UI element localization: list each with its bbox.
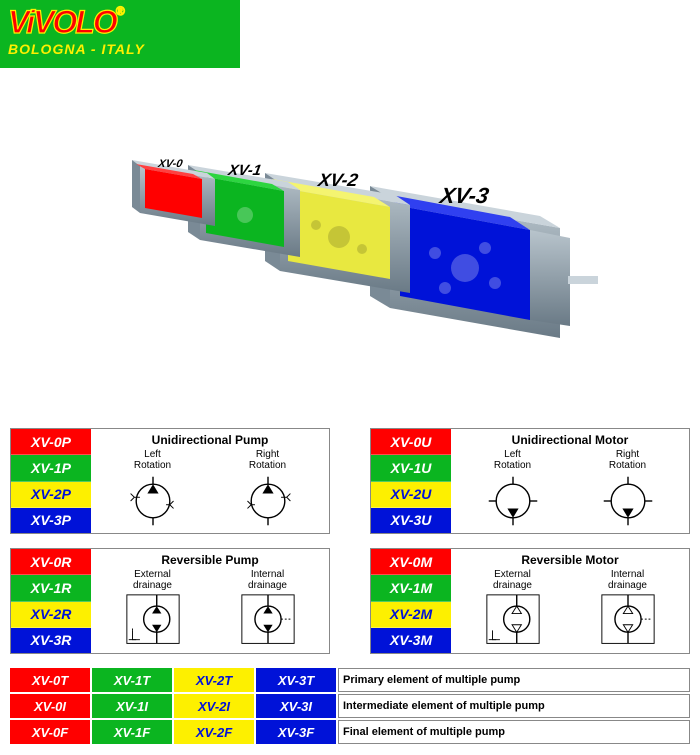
code-cell: XV-2F: [174, 720, 254, 744]
code-cell: XV-1I: [92, 694, 172, 718]
row-description: Primary element of multiple pump: [338, 668, 690, 692]
logo-subtitle: BOLOGNA - ITALY: [8, 41, 232, 57]
block-title: Unidirectional Pump: [95, 433, 325, 447]
code-cell: XV-1F: [92, 720, 172, 744]
code-cell: XV-0M: [371, 549, 451, 575]
block-subtitle: Internaldrainage: [248, 569, 287, 591]
code-cell: XV-2M: [371, 602, 451, 628]
block-subtitle: LeftRotation: [134, 449, 171, 471]
svg-text:XV-2: XV-2: [316, 170, 360, 190]
code-cell: XV-0I: [10, 694, 90, 718]
logo: ViVOLO® BOLOGNA - ITALY: [0, 0, 240, 68]
block-title: Unidirectional Motor: [455, 433, 685, 447]
code-cell: XV-3F: [256, 720, 336, 744]
svg-text:XV-3: XV-3: [436, 183, 491, 208]
category-block: XV-0PXV-1PXV-2PXV-3P Unidirectional Pump L…: [10, 428, 330, 534]
hydraulic-symbol-icon: [123, 473, 183, 529]
hydraulic-symbol-icon: [238, 593, 298, 649]
code-cell: XV-3T: [256, 668, 336, 692]
code-cell: XV-1U: [371, 455, 451, 481]
category-block: XV-0RXV-1RXV-2RXV-3R Reversible Pump Exter…: [10, 548, 330, 654]
code-cell: XV-2P: [11, 482, 91, 508]
hydraulic-symbol-icon: [483, 473, 543, 529]
block-subtitle: RightRotation: [249, 449, 286, 471]
hydraulic-symbol-icon: [123, 593, 183, 649]
code-cell: XV-0U: [371, 429, 451, 455]
code-cell: XV-2I: [174, 694, 254, 718]
code-cell: XV-0F: [10, 720, 90, 744]
svg-text:XV-1: XV-1: [226, 162, 263, 179]
multiple-pump-table: XV-0TXV-1TXV-2TXV-3TPrimary element of m…: [0, 668, 700, 744]
code-cell: XV-1P: [11, 455, 91, 481]
code-cell: XV-0P: [11, 429, 91, 455]
code-cell: XV-1R: [11, 575, 91, 601]
hero-render: XV-3 XV-2 XV-1: [0, 68, 700, 428]
block-subtitle: Internaldrainage: [608, 569, 647, 591]
block-title: Reversible Pump: [95, 553, 325, 567]
block-title: Reversible Motor: [455, 553, 685, 567]
category-block: XV-0UXV-1UXV-2UXV-3U Unidirectional Motor…: [370, 428, 690, 534]
block-subtitle: RightRotation: [609, 449, 646, 471]
logo-text: ViVOLO®: [8, 4, 232, 41]
svg-text:XV-0: XV-0: [156, 158, 184, 170]
row-description: Intermediate element of multiple pump: [338, 694, 690, 718]
code-cell: XV-1T: [92, 668, 172, 692]
code-cell: XV-2T: [174, 668, 254, 692]
code-cell: XV-3R: [11, 628, 91, 653]
code-cell: XV-0R: [11, 549, 91, 575]
hydraulic-symbol-icon: [238, 473, 298, 529]
code-cell: XV-3M: [371, 628, 451, 653]
hydraulic-symbol-icon: [598, 473, 658, 529]
block-subtitle: Externaldrainage: [493, 569, 532, 591]
code-cell: XV-1M: [371, 575, 451, 601]
code-cell: XV-3I: [256, 694, 336, 718]
code-cell: XV-2R: [11, 602, 91, 628]
hydraulic-symbol-icon: [483, 593, 543, 649]
block-subtitle: LeftRotation: [494, 449, 531, 471]
code-cell: XV-0T: [10, 668, 90, 692]
row-description: Final element of multiple pump: [338, 720, 690, 744]
block-subtitle: Externaldrainage: [133, 569, 172, 591]
category-block: XV-0MXV-1MXV-2MXV-3M Reversible Motor Exte…: [370, 548, 690, 654]
code-cell: XV-3P: [11, 508, 91, 533]
code-cell: XV-2U: [371, 482, 451, 508]
hydraulic-symbol-icon: [598, 593, 658, 649]
code-cell: XV-3U: [371, 508, 451, 533]
